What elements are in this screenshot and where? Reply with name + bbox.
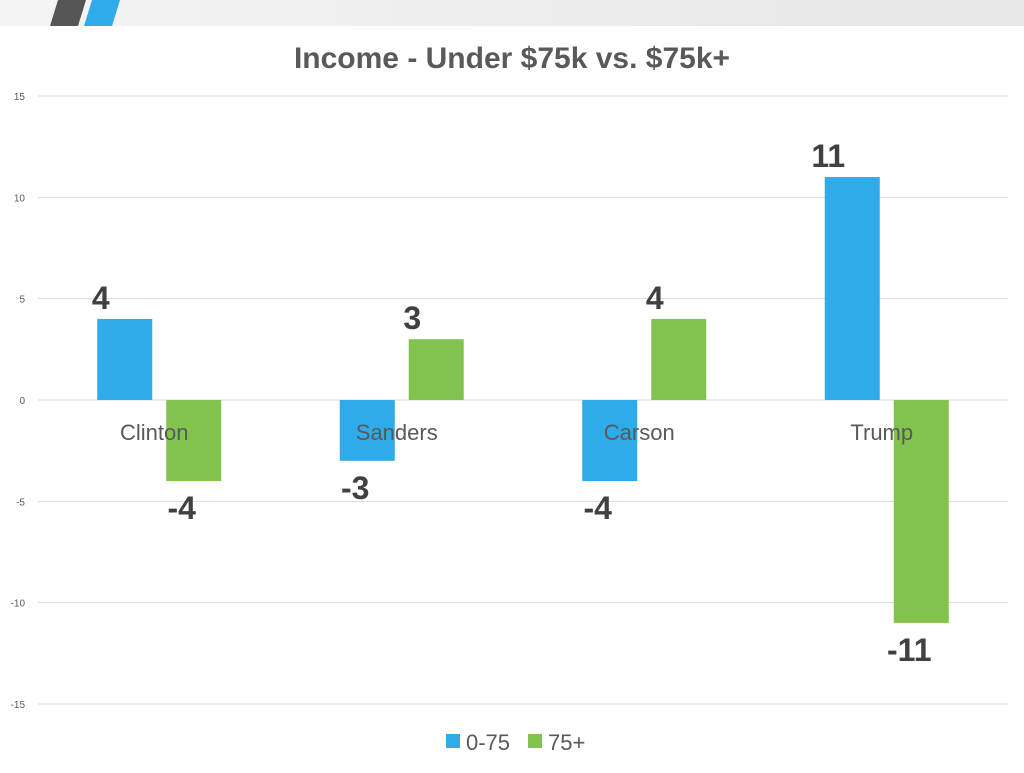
bars — [97, 177, 949, 623]
y-tick-label: -15 — [11, 700, 26, 711]
y-axis-ticks: -15 -10 -5 0 5 10 15 — [11, 92, 26, 711]
legend: 0-75 75+ — [446, 730, 585, 755]
y-tick-label: 0 — [19, 396, 25, 407]
data-label: 4 — [92, 280, 110, 316]
data-label: 3 — [403, 300, 421, 336]
header-stripe-blue — [84, 0, 120, 26]
category-labels: Clinton Sanders Carson Trump — [120, 420, 913, 445]
y-tick-label: -10 — [11, 599, 26, 610]
legend-label: 75+ — [548, 730, 585, 755]
category-label: Sanders — [356, 420, 438, 445]
data-label: 11 — [811, 138, 845, 174]
bar — [582, 400, 638, 482]
bar — [893, 400, 949, 623]
legend-swatch — [446, 734, 460, 748]
bar — [408, 339, 464, 400]
legend-swatch — [528, 734, 542, 748]
header-logo-stripes — [50, 0, 120, 26]
data-label: -4 — [168, 490, 197, 526]
y-tick-label: 5 — [19, 295, 25, 306]
bar — [166, 400, 222, 482]
bar — [824, 177, 880, 400]
data-label: -11 — [887, 632, 931, 668]
chart-title: Income - Under $75k vs. $75k+ — [294, 42, 730, 75]
data-label: 4 — [646, 280, 664, 316]
header-strip — [0, 0, 1024, 26]
legend-label: 0-75 — [466, 730, 510, 755]
y-tick-label: 10 — [14, 193, 26, 204]
category-label: Trump — [850, 420, 913, 445]
y-tick-label: -5 — [16, 497, 25, 508]
category-label: Clinton — [120, 420, 188, 445]
y-tick-label: 15 — [14, 92, 26, 103]
bar — [651, 318, 707, 400]
data-labels: 4 -4 -3 3 -4 4 11 -11 — [92, 138, 932, 668]
header-stripe-dark — [50, 0, 86, 26]
bar — [339, 400, 395, 461]
bar — [97, 318, 153, 400]
data-label: -4 — [584, 490, 613, 526]
data-label: -3 — [341, 470, 369, 506]
category-label: Carson — [604, 420, 675, 445]
